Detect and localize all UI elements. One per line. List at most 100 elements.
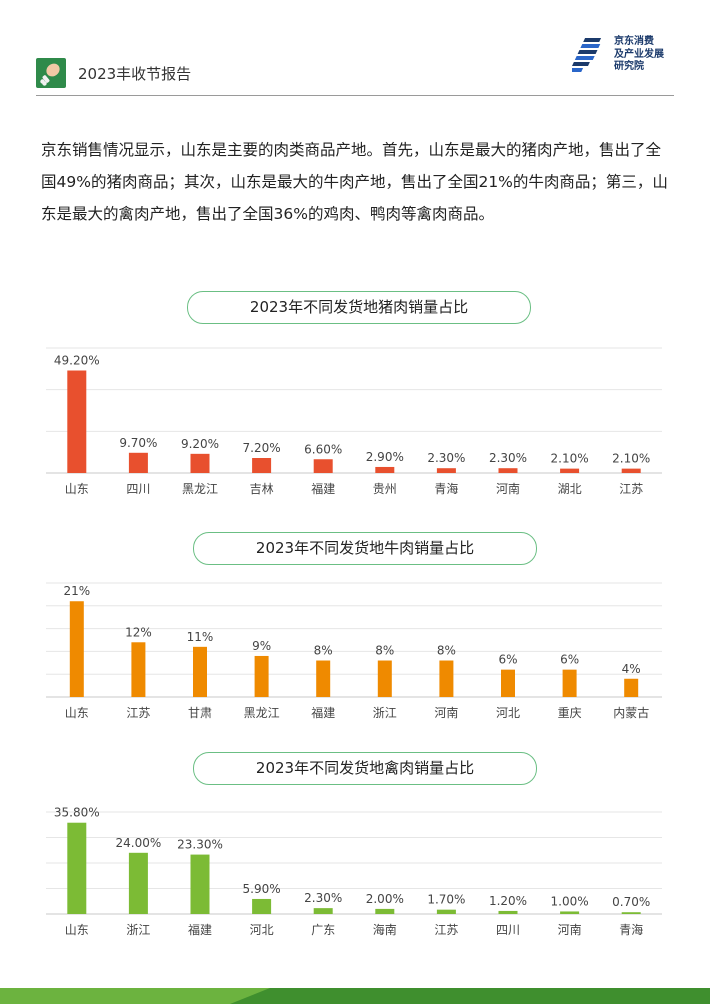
beef-value-label: 8% [437,644,456,658]
beef-bar [624,678,639,697]
beef-category-label: 河北 [496,706,520,720]
beef-bar [501,669,515,697]
poultry-value-label: 2.00% [366,892,404,906]
pork-category-label: 吉林 [250,482,274,496]
beef-category-label: 山东 [65,706,89,720]
chicken-leg-icon [36,58,66,88]
pork-bar [190,453,210,473]
poultry-value-label: 5.90% [243,882,281,896]
poultry-value-label: 35.80% [54,806,100,820]
pork-value-label: 6.60% [304,442,342,456]
report-header: 2023丰收节报告 [36,58,674,98]
logo-text: 京东消费 及产业发展 研究院 [614,36,664,74]
logo-line-3: 研究院 [614,61,644,72]
institute-logo: 京东消费 及产业发展 研究院 [569,36,684,78]
beef-bar [193,646,207,697]
beef-category-label: 江苏 [126,706,150,720]
pork-bar [498,468,518,473]
poultry-bar [375,908,395,914]
poultry-bar [67,822,87,914]
pork-category-label: 河南 [496,481,520,496]
beef-value-label: 6% [560,653,579,667]
pork-sales-chart: 49.20% 山东 9.70% 四川 9.20% 黑龙江 7.20% 吉林 6.60% 福建 2.9… [46,347,662,496]
poultry-bar [436,909,456,914]
beef-category-label: 浙江 [373,706,397,720]
pork-bar [67,370,87,473]
pork-value-label: 49.20% [54,354,100,368]
beef-value-label: 8% [314,644,333,658]
poultry-category-label: 福建 [188,922,212,937]
pork-chart-title: 2023年不同发货地猪肉销量占比 [187,291,531,324]
poultry-value-label: 2.30% [304,891,342,905]
header-divider [36,95,674,96]
beef-category-label: 河南 [434,705,458,720]
pork-value-label: 2.30% [489,451,527,465]
poultry-bar [190,854,210,914]
pork-value-label: 2.30% [427,451,465,465]
pork-category-label: 黑龙江 [182,482,218,496]
pork-value-label: 9.20% [181,437,219,451]
poultry-category-label: 河南 [558,922,582,937]
beef-sales-chart: 21% 山东 12% 江苏 11% 甘肃 9% 黑龙江 8% 福建 8% 浙江 8% 河南 6% 河北 6% 重庆… [46,582,662,720]
poultry-value-label: 24.00% [116,836,162,850]
poultry-bar [252,898,272,914]
poultry-bar [621,912,641,914]
poultry-category-label: 青海 [619,922,643,937]
beef-value-label: 9% [252,639,271,653]
beef-bar [131,642,146,697]
poultry-category-label: 山东 [65,923,89,937]
poultry-bar [498,910,518,914]
poultry-bar [560,911,580,914]
jd-institute-logo-icon [569,38,602,72]
beef-bar [562,669,577,697]
poultry-value-label: 23.30% [177,838,223,852]
poultry-category-label: 海南 [373,922,397,937]
beef-category-label: 福建 [311,705,335,720]
beef-category-label: 重庆 [558,706,582,720]
beef-value-label: 4% [622,662,641,676]
pork-value-label: 2.10% [551,452,589,466]
pork-value-label: 2.10% [612,452,650,466]
beef-bar [377,660,392,697]
pork-category-label: 贵州 [373,482,397,496]
beef-value-label: 6% [498,653,517,667]
pork-category-label: 江苏 [619,482,643,496]
poultry-value-label: 1.20% [489,894,527,908]
pork-bar [375,466,395,473]
beef-value-label: 11% [187,630,214,644]
poultry-category-label: 浙江 [126,923,150,937]
beef-value-label: 12% [125,625,152,639]
beef-bar [439,660,454,697]
beef-bar [316,660,331,697]
pork-bar [128,452,148,473]
pork-bar [436,468,456,473]
poultry-chart-title: 2023年不同发货地禽肉销量占比 [193,752,537,785]
footer-band [0,988,710,1004]
beef-category-label: 内蒙古 [613,705,649,720]
pork-value-label: 7.20% [243,441,281,455]
report-title: 2023丰收节报告 [78,65,192,83]
pork-category-label: 福建 [311,481,335,496]
pork-bar [313,459,333,473]
pork-category-label: 青海 [434,481,458,496]
poultry-value-label: 1.00% [551,894,589,908]
beef-value-label: 8% [375,644,394,658]
poultry-category-label: 四川 [496,923,520,937]
beef-chart-title: 2023年不同发货地牛肉销量占比 [193,532,537,565]
pork-category-label: 山东 [65,482,89,496]
poultry-sales-chart: 35.80% 山东 24.00% 浙江 23.30% 福建 5.90% 河北 2.30% 广东 2.… [46,806,662,937]
poultry-value-label: 1.70% [427,893,465,907]
pork-category-label: 湖北 [558,481,582,496]
beef-category-label: 甘肃 [188,706,212,720]
intro-paragraph: 京东销售情况显示，山东是主要的肉类商品产地。首先，山东是最大的猪肉产地，售出了全… [41,141,668,223]
poultry-category-label: 广东 [311,923,335,937]
poultry-bar [313,908,333,914]
pork-bar [252,458,272,473]
poultry-category-label: 河北 [250,923,274,937]
pork-bar [621,468,641,473]
logo-line-1: 京东消费 [614,36,654,47]
poultry-bar [128,852,148,914]
beef-bar [69,601,84,697]
logo-line-2: 及产业发展 [614,48,664,60]
pork-value-label: 9.70% [119,436,157,450]
